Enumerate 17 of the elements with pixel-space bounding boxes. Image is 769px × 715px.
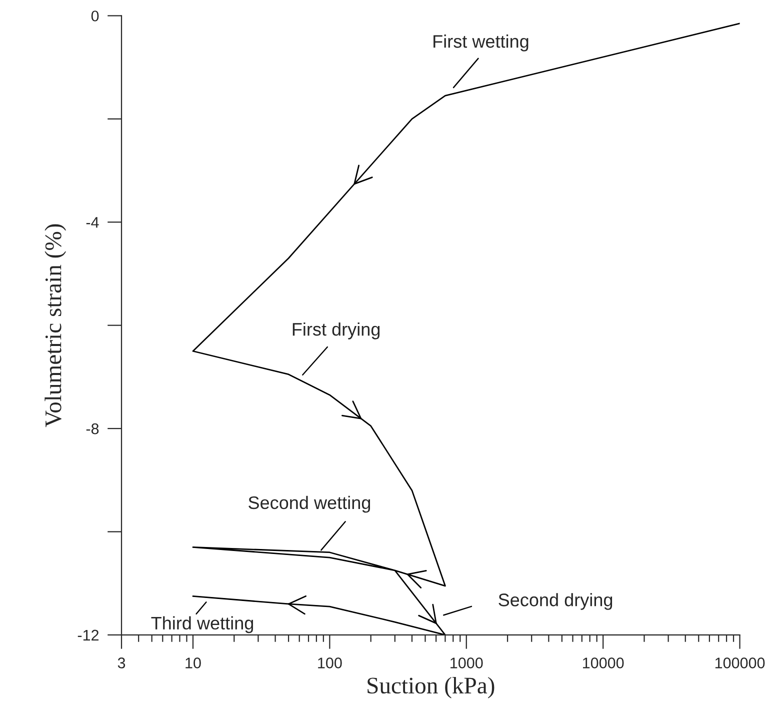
annotation: Third wetting: [151, 616, 254, 634]
y-axis-title: Volumetric strain (%): [44, 224, 66, 428]
x-tick-label: 10: [186, 658, 201, 668]
y-tick-label: 0: [91, 10, 99, 22]
x-tick-label: 3: [118, 658, 126, 668]
x-tick-label: 100: [318, 658, 342, 668]
y-tick-label: -12: [78, 630, 99, 640]
x-tick-label: 100000: [715, 658, 765, 668]
annotation: First wetting: [434, 34, 528, 52]
x-tick-label: 10000: [583, 658, 624, 668]
annotation: Second drying: [498, 593, 612, 610]
annotation: First drying: [292, 322, 380, 340]
x-axis-title: Suction (kPa): [368, 676, 494, 698]
y-tick-label: -4: [86, 217, 99, 228]
annotation: Second wetting: [248, 496, 370, 513]
x-tick-label: 1000: [450, 658, 483, 668]
y-tick-label: -8: [86, 423, 99, 434]
